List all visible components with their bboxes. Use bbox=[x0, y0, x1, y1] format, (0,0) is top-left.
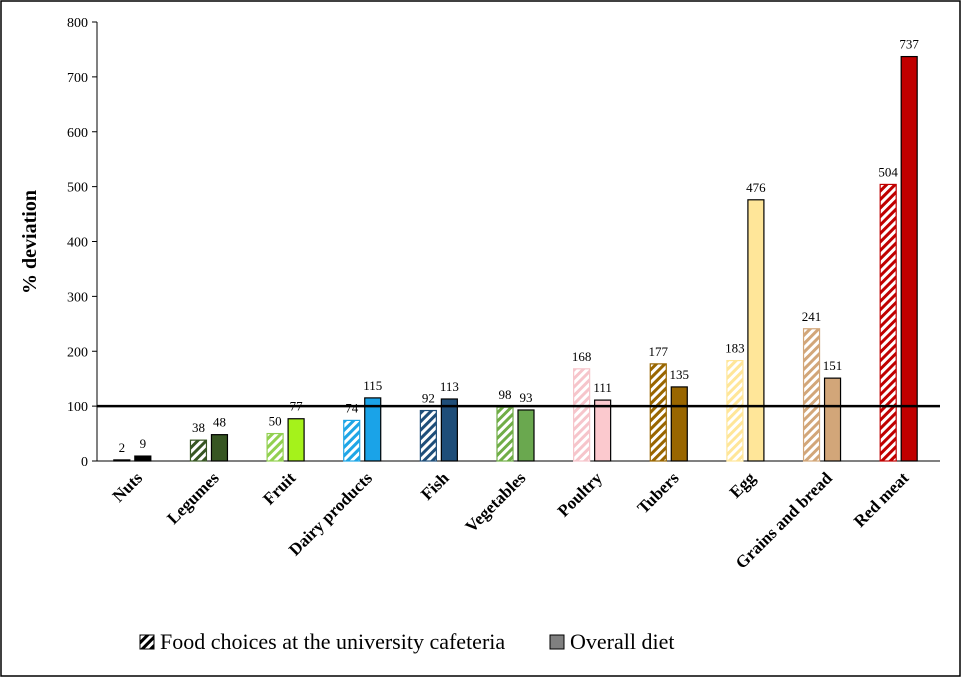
value-label: 183 bbox=[725, 341, 745, 356]
value-label: 92 bbox=[422, 391, 435, 406]
value-label: 38 bbox=[192, 420, 205, 435]
value-label: 115 bbox=[363, 378, 382, 393]
bar bbox=[266, 432, 284, 462]
bar bbox=[496, 406, 514, 462]
value-label: 9 bbox=[140, 436, 147, 451]
y-tick-label: 400 bbox=[67, 236, 88, 251]
bar bbox=[364, 397, 382, 462]
value-label: 74 bbox=[345, 400, 359, 415]
value-label: 737 bbox=[899, 37, 919, 52]
y-tick-label: 300 bbox=[67, 290, 88, 305]
value-label: 2 bbox=[119, 440, 126, 455]
bar bbox=[440, 398, 458, 462]
legend-swatch bbox=[549, 634, 565, 650]
bar bbox=[189, 439, 208, 462]
bar bbox=[670, 386, 688, 462]
bar bbox=[747, 199, 765, 462]
bar bbox=[210, 434, 229, 462]
bar bbox=[823, 377, 842, 462]
legend-label: Food choices at the university cafeteria bbox=[160, 629, 505, 654]
value-label: 168 bbox=[572, 349, 592, 364]
y-axis-title: % deviation bbox=[19, 190, 41, 294]
y-tick-label: 100 bbox=[67, 400, 88, 415]
legend-swatch bbox=[139, 634, 155, 650]
value-label: 241 bbox=[802, 309, 822, 324]
bar bbox=[594, 399, 612, 462]
bar bbox=[419, 409, 437, 462]
bar bbox=[113, 459, 131, 462]
bar bbox=[134, 455, 152, 462]
bar bbox=[649, 363, 667, 462]
legend-label: Overall diet bbox=[570, 629, 674, 654]
bar bbox=[343, 419, 361, 462]
bar bbox=[726, 359, 744, 462]
value-label: 177 bbox=[649, 344, 669, 359]
value-label: 98 bbox=[499, 387, 512, 402]
bar bbox=[802, 328, 821, 462]
value-label: 135 bbox=[670, 367, 690, 382]
value-label: 113 bbox=[440, 379, 459, 394]
value-label: 476 bbox=[746, 180, 766, 195]
bar bbox=[900, 55, 918, 462]
value-label: 504 bbox=[878, 164, 898, 179]
y-tick-label: 600 bbox=[67, 126, 88, 141]
bar bbox=[287, 418, 305, 462]
bar bbox=[879, 183, 897, 462]
value-label: 93 bbox=[520, 390, 533, 405]
value-label: 50 bbox=[269, 414, 282, 429]
y-tick-label: 0 bbox=[81, 455, 88, 470]
value-label: 111 bbox=[593, 380, 612, 395]
bar bbox=[573, 368, 591, 462]
y-tick-label: 200 bbox=[67, 345, 88, 360]
value-label: 48 bbox=[213, 415, 226, 430]
y-tick-label: 800 bbox=[67, 16, 88, 31]
y-tick-label: 700 bbox=[67, 71, 88, 86]
y-tick-label: 500 bbox=[67, 181, 88, 196]
value-label: 151 bbox=[823, 358, 843, 373]
bar bbox=[517, 409, 535, 462]
